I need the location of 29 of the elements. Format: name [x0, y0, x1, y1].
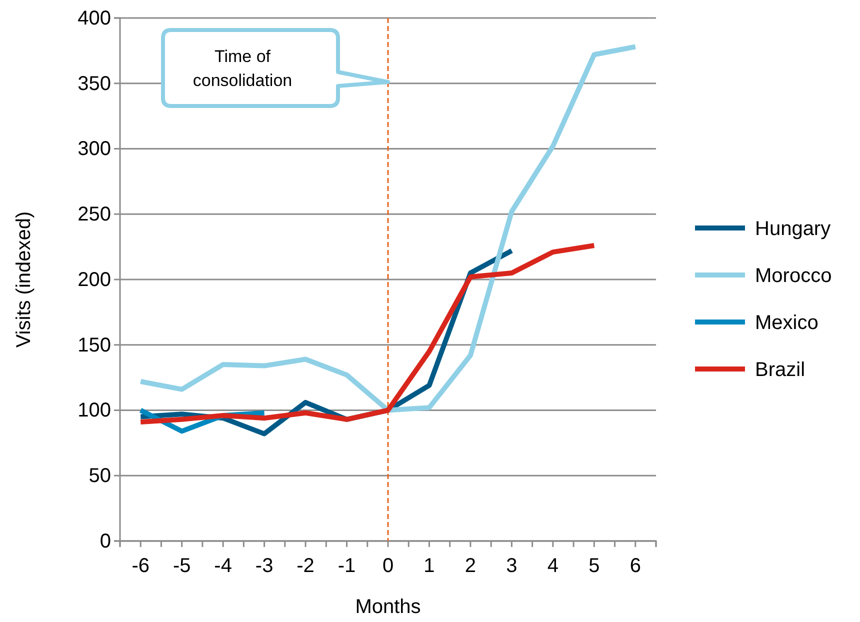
legend-label: Morocco [755, 265, 832, 287]
y-tick-label: 150 [78, 334, 111, 356]
x-tick-label: 2 [464, 555, 476, 577]
legend-label: Mexico [755, 312, 818, 334]
x-tick-label: 5 [588, 555, 600, 577]
x-tick-label: -4 [214, 555, 232, 577]
x-tick-label: 0 [382, 555, 394, 577]
annotation: Time of consolidation [192, 47, 292, 90]
x-tick-label: -5 [172, 555, 191, 577]
y-tick-label: 350 [78, 72, 111, 95]
x-tick-label: 1 [424, 555, 435, 577]
y-tick-label: 50 [88, 465, 111, 488]
y-tick-label: 200 [78, 268, 111, 291]
x-tick-label: 4 [547, 555, 558, 577]
y-tick-label: 300 [78, 138, 111, 160]
legend-label: Brazil [755, 359, 806, 381]
x-tick-label: -2 [296, 555, 314, 577]
x-tick-label: 3 [506, 555, 518, 577]
x-tick-label: 6 [630, 555, 641, 577]
legend-label: Hungary [755, 218, 831, 240]
y-tick-label: 400 [78, 7, 111, 30]
x-axis-title: Months [355, 596, 421, 618]
y-tick-label: 250 [78, 204, 111, 226]
y-axis-title: Visits (indexed) [13, 211, 35, 348]
x-tick-label: -1 [338, 555, 356, 577]
y-tick-label: 0 [100, 530, 111, 552]
y-tick-label: 100 [78, 400, 111, 422]
x-tick-label: -6 [132, 555, 150, 577]
x-tick-label: -3 [255, 555, 274, 577]
